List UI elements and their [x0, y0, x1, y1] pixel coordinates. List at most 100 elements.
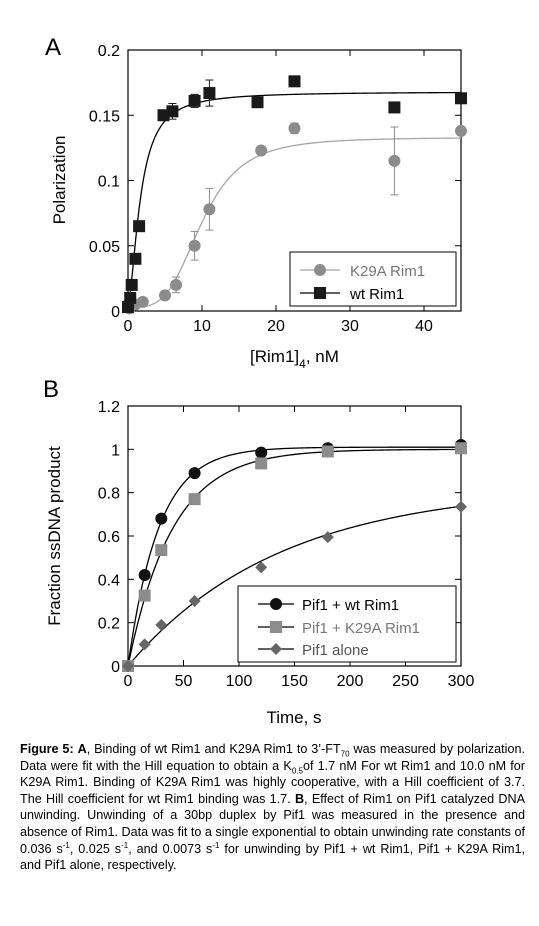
panel-a-ticks: 0 10 20 30 40 0 0.05 0.1 0.15 0.2 [89, 43, 461, 335]
panel-b-point-square [188, 493, 201, 506]
panel-b-point-square [138, 589, 151, 602]
panel-a-letter: A [45, 34, 61, 61]
panel-a-point-circle [159, 289, 171, 302]
caption-text-7: , and 0.0073 s [128, 841, 213, 856]
panel-b-x-tick-label: 250 [392, 673, 419, 690]
panel-b-fit-square [127, 448, 462, 667]
panel-a-point-square [251, 96, 264, 109]
legend-label-k29a: K29A Rim1 [350, 263, 425, 280]
panel-a-y-tick-label: 0 [111, 304, 120, 321]
legend-marker-pif1-k29a [270, 621, 282, 633]
caption-ft-subscript: 70 [340, 749, 350, 759]
panel-b-y-tick-label: 0.6 [98, 529, 120, 546]
panel-a-legend: K29A Rim1 wt Rim1 [289, 251, 457, 307]
panel-b-y-tick-label: 0 [111, 659, 120, 676]
panel-a-y-tick-label: 0.1 [98, 174, 120, 191]
legend-label-pif1-wt: Pif1 + wt Rim1 [302, 597, 399, 614]
panel-a-point-circle [136, 295, 149, 308]
panel-b-x-tick-label: 200 [337, 673, 364, 690]
panel-a-point-circle [388, 154, 401, 167]
panel-a-point-square [129, 252, 142, 265]
caption-text-2: , Binding of wt Rim1 and K29A Rim1 to 3’… [86, 742, 341, 756]
panel-b-x-tick-label: 0 [124, 673, 133, 690]
panel-b-y-tick-label: 0.4 [98, 572, 120, 589]
panel-b-x-tick-label: 100 [226, 673, 253, 690]
panel-a-y-tick-label: 0.15 [89, 108, 120, 125]
panel-a-x-tick-label: 20 [267, 318, 285, 335]
panel-b-fit-diamond [127, 505, 462, 667]
panel-b-point-diamond [138, 638, 151, 651]
panel-b-ticks: 0 50 100 150 200 250 300 0 0.2 0.4 0.6 0.8 1 1.2 [98, 399, 475, 690]
caption-text-8: for unwinding by Pif1 + wt Rim1, Pif1 + … [20, 841, 526, 873]
panel-b-point-square [455, 442, 467, 455]
panel-b-legend: Pif1 + wt Rim1 Pif1 + K29A Rim1 Pif1 alo… [237, 585, 457, 663]
panel-b-y-tick-label: 0.2 [98, 616, 120, 633]
caption-k-subscript: 0.5 [291, 766, 303, 776]
figure-caption: Figure 5: A, Binding of wt Rim1 and K29A… [20, 741, 525, 874]
caption-text-5: , Effect of Rim1 on Pif1 catalyzed DNA u… [20, 791, 525, 856]
panel-b-point-square [155, 544, 168, 557]
panel-a-point-square [188, 94, 201, 107]
caption-superscript-2: -1 [121, 840, 129, 850]
panel-a-x-axis-label: [Rim1]4, nM [250, 347, 339, 371]
legend-marker-k29a [314, 264, 326, 276]
panel-a-point-square [122, 301, 134, 314]
panel-a-fit-curves [127, 91, 462, 308]
panel-a-x-tick-label: 40 [415, 318, 433, 335]
caption-panel-a-label: A [77, 742, 87, 756]
panel-a-x-tick-label: 0 [124, 318, 133, 335]
panel-a-point-square [125, 278, 138, 291]
panel-b-y-tick-label: 1 [111, 442, 120, 459]
panel-b-point-diamond [122, 660, 134, 672]
panel-b-point-circle [155, 512, 168, 525]
panel-b-fit-circle [127, 446, 461, 667]
panel-b-point-diamond [188, 595, 201, 607]
panel-a-x-axis-label-sub: 4 [299, 357, 306, 371]
caption-superscript-3: -1 [212, 840, 220, 850]
panel-a-point-circle [255, 144, 268, 157]
panel-a-point-circle [170, 278, 183, 291]
panel-b-x-tick-label: 150 [281, 673, 308, 690]
panel-a-y-axis-label: Polarization [50, 136, 69, 225]
panel-b-x-axis-label: Time, s [266, 708, 321, 727]
panel-a-point-circle [288, 122, 301, 135]
legend-label-wt: wt Rim1 [349, 286, 404, 303]
panel-b-chart: B 0 50 100 150 200 250 300 0 0.2 0.4 0.6 0.8 1 1.2 Fr… [43, 376, 474, 727]
legend-label-pif1-alone: Pif1 alone [302, 642, 369, 659]
panel-a-point-square [166, 105, 179, 118]
panel-b-point-diamond [455, 500, 467, 513]
panel-a-point-square [455, 92, 467, 105]
legend-marker-pif1-alone [270, 643, 282, 655]
caption-text-4: of 1.7 nM For wt Rim1 and 10.0 nM for K2… [20, 758, 525, 806]
panel-b-point-square [255, 457, 268, 470]
panel-b-y-tick-label: 1.2 [98, 399, 120, 416]
panel-b-point-circle [188, 467, 201, 480]
panel-a-data-points [122, 75, 467, 315]
panel-a-point-square [288, 75, 301, 88]
panel-a-x-tick-label: 30 [341, 318, 359, 335]
panel-a-y-tick-label: 0.2 [98, 43, 120, 60]
caption-text-6: , 0.025 s [69, 841, 122, 856]
panel-b-point-diamond [321, 531, 334, 544]
panel-b-data-points [122, 439, 467, 672]
panel-b-y-axis-label: Fraction ssDNA product [45, 446, 64, 626]
panel-b-point-circle [138, 569, 151, 581]
panel-a-point-square [388, 101, 401, 114]
caption-text-3: was measured by polarization. Data were … [20, 742, 525, 773]
panel-b-y-tick-label: 0.8 [98, 486, 120, 503]
panel-a-x-axis-label-unit: , nM [306, 347, 339, 366]
panel-b-point-diamond [255, 561, 268, 574]
legend-marker-wt [314, 287, 326, 299]
panel-b-point-diamond [155, 618, 168, 631]
panel-a-fit-square [127, 91, 462, 304]
panel-a-point-square [124, 291, 137, 304]
caption-figure-label: Figure 5: [20, 742, 74, 756]
panel-a-point-square [203, 87, 216, 100]
panel-a-x-axis-label-main: [Rim1] [250, 347, 299, 366]
panel-b-point-circle [255, 446, 268, 459]
panel-a-x-tick-label: 10 [193, 318, 211, 335]
panel-b-fit-curves [127, 446, 462, 667]
panel-a-y-tick-label: 0.05 [89, 239, 120, 256]
